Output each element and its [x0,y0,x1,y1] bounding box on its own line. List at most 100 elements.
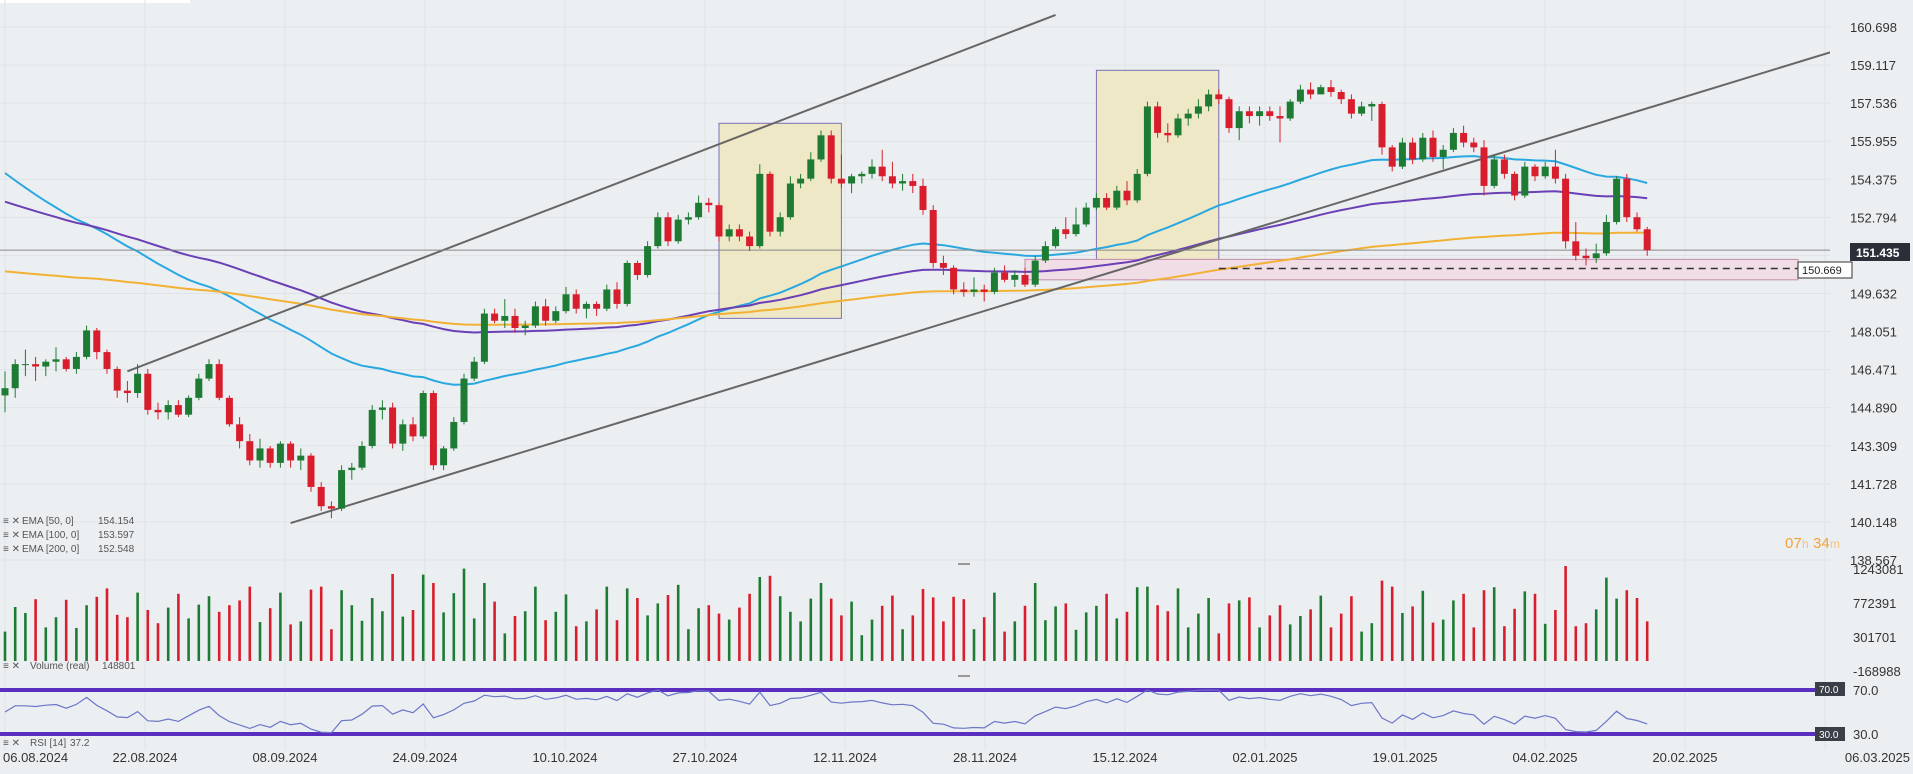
volume-bar [625,588,629,661]
candle-body [368,409,376,447]
volume-tick-label: 1243081 [1853,562,1904,577]
volume-bar [1197,613,1200,661]
x-tick-label: 06.08.2024 [3,750,68,765]
volume-bar [962,599,966,661]
volume-bar [1248,597,1251,661]
volume-bar [523,611,527,661]
volume-bar [401,616,405,661]
candle-body [134,373,142,394]
date-axis[interactable]: 06.08.2024 22.08.2024 08.09.2024 24.09.2024… [3,750,1910,765]
candle-body [1154,106,1162,133]
volume-bar [1309,609,1312,661]
trend-channel[interactable] [127,13,1883,525]
candle-body [888,176,896,184]
candle-body [1602,222,1610,254]
rsi-settings-icon[interactable]: ≡ ✕ [3,738,20,749]
support-level-badge [1797,261,1853,279]
volume-bar [115,614,119,661]
candle-body [389,407,397,444]
volume-bar [95,596,99,661]
candle-body [1245,111,1253,117]
price-axis[interactable]: 160.698 159.117 157.536 155.955 154.375 152.7… [1830,0,1913,774]
volume-bar [829,598,833,661]
candlesticks [1,79,1651,519]
panel-resize-handle-1[interactable] [958,563,970,565]
y-tick-label: 144.890 [1850,401,1897,416]
volume-settings-icon[interactable]: ≡ ✕ [3,661,20,672]
x-tick-label: 08.09.2024 [252,750,317,765]
candle-body [1307,89,1315,95]
channel-lower-line[interactable] [290,35,1883,525]
candle-body [1480,147,1488,186]
y-tick-label: 160.698 [1850,20,1897,35]
candle-body [307,455,315,487]
y-tick-label: 152.794 [1850,210,1897,225]
volume-bar [717,613,721,661]
rsi-line [4,689,1648,734]
volume-bar [1135,587,1139,661]
candle-body [32,364,40,367]
candle-body [480,313,488,362]
candle-body [511,315,519,329]
candle-body [1409,142,1417,160]
candle-body [470,361,478,379]
ema-100-settings-icon[interactable]: ≡ ✕ [3,530,20,541]
volume-tick-label: -168988 [1853,664,1901,679]
panel-resize-handle-2[interactable] [958,675,970,677]
last-price-badge [1850,243,1910,261]
volume-bar [942,621,945,661]
volume-bar [1288,624,1292,661]
channel-upper-line[interactable] [127,13,1056,373]
volume-bar [707,605,711,661]
candle-body [123,390,131,394]
candle-body [1021,275,1029,285]
candle-body [338,470,346,509]
volume-label: Volume (real) [30,661,89,672]
candle-body [633,262,641,276]
candle-body [1011,275,1019,280]
y-tick-label: 143.309 [1850,439,1897,454]
candle-body [1623,178,1631,218]
ema-50-settings-icon[interactable]: ≡ ✕ [3,516,20,527]
candle-body [766,173,774,232]
volume-bar [105,588,109,661]
candle-body [246,441,254,461]
candle-body [1317,87,1325,95]
volume-bar [758,577,762,661]
volume-bar [44,627,48,661]
volume-bar [1074,629,1078,661]
candle-body [1643,229,1651,251]
volume-bar [656,603,660,661]
volume-bar [799,621,802,661]
volume-bar [1268,615,1272,661]
candle-body [1521,166,1529,196]
x-tick-label: 19.01.2025 [1372,750,1437,765]
x-tick-label: 24.09.2024 [392,750,457,765]
volume-bar [54,617,58,661]
volume-bar [1360,631,1363,661]
volume-bar [1584,623,1588,661]
volume-bar [1033,583,1037,661]
ema-200-settings-icon[interactable]: ≡ ✕ [3,544,20,555]
rsi-lower-badge [1815,727,1845,741]
candle-body [419,393,427,437]
x-tick-label: 10.10.2024 [532,750,597,765]
candle-body [1205,94,1213,107]
candle-body [909,181,917,186]
volume-bar [921,589,925,661]
ema-lines [4,155,1648,386]
volume-bar [1605,577,1608,661]
volume-bar [1401,613,1404,661]
volume-bar [1217,633,1221,661]
volume-bar [1023,605,1027,661]
candle-body [1103,197,1111,208]
volume-bar [636,598,639,661]
candle-body [1419,137,1427,160]
candle-body [205,364,213,379]
volume-bar [901,629,904,661]
x-tick-label: 06.03.2025 [1845,750,1910,765]
volume-bar [1278,605,1282,661]
volume-bar [860,635,864,661]
candle-body [62,359,70,369]
